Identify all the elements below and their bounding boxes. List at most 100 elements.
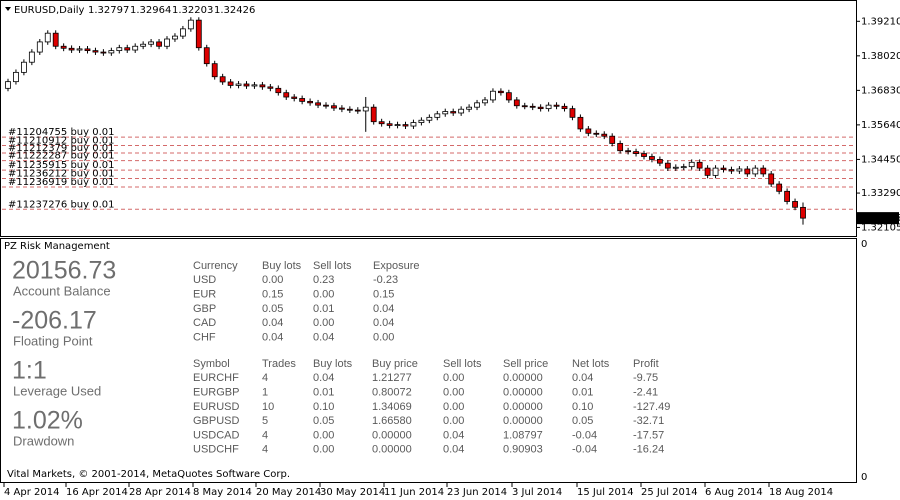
candle-body (108, 50, 115, 54)
candle-body (315, 102, 321, 106)
candle-body (696, 161, 703, 169)
candle-body (346, 108, 353, 111)
stat-label: Floating Point (13, 333, 93, 348)
stat-value: 20156.73 (12, 257, 116, 285)
table-cell: 0.04 (313, 372, 334, 384)
table-cell: 0.00 (313, 289, 334, 301)
candle-body (36, 41, 43, 53)
candle-body (609, 135, 616, 144)
table-cell: -0.23 (373, 274, 398, 286)
table-cell: 0.04 (373, 303, 394, 315)
table-cell: 0.04 (262, 317, 283, 329)
candle-body (267, 86, 274, 89)
table-cell: GBPUSD (193, 415, 240, 427)
table-header: Buy lots (262, 260, 302, 272)
y-tick-label: 1.38020 (861, 51, 900, 62)
x-tick-label: 25 Jul 2014 (641, 487, 698, 498)
candle-body (418, 119, 425, 123)
stat-value: 1:1 (12, 357, 47, 385)
candle-body (235, 83, 242, 86)
candle-body (490, 90, 496, 101)
table-cell: 0.00 (313, 444, 334, 456)
table-cell: EURUSD (193, 401, 240, 413)
candle-body (251, 84, 258, 87)
table-header: Sell lots (443, 358, 482, 370)
candle-body (283, 92, 290, 98)
table-cell: 0.15 (373, 289, 394, 301)
x-tick-label: 6 Aug 2014 (705, 487, 763, 498)
candle-body (156, 41, 162, 47)
candle-body (744, 168, 751, 175)
table-cell: 0.00000 (503, 401, 543, 413)
table-cell: 1.08797 (503, 429, 543, 441)
table-cell: 0.10 (313, 401, 334, 413)
table-cell: 0.00 (443, 372, 464, 384)
candle-body (505, 92, 512, 101)
table-cell: -127.49 (633, 401, 670, 413)
menu-arrow[interactable] (5, 7, 11, 11)
candle-body (172, 35, 178, 40)
table-cell: -32.71 (633, 415, 664, 427)
candle-body (275, 87, 282, 94)
y-tick-label: 1.39210 (861, 16, 900, 27)
stat-value: -206.17 (12, 307, 97, 335)
candle-body (680, 166, 687, 169)
candle-body (100, 51, 107, 54)
table-header: Exposure (373, 260, 419, 272)
table-cell: 0.04 (443, 429, 464, 441)
candle-body (291, 96, 298, 99)
table-cell: GBP (193, 303, 216, 315)
candle-body (132, 45, 139, 51)
stat-value: 1.02% (12, 407, 83, 435)
table-cell: 0.01 (313, 303, 334, 315)
order-label: #11212379 buy 0.01 (8, 143, 115, 154)
table-cell: 0.05 (572, 415, 593, 427)
candle-body (458, 108, 465, 114)
header-ohlc: 1.32964 (130, 5, 171, 16)
candle-body (474, 102, 480, 108)
order-label: #11236919 buy 0.01 (8, 177, 115, 188)
candle-body (736, 168, 743, 172)
x-tick-label: 28 Apr 2014 (129, 487, 191, 498)
table-cell: 0.00 (373, 331, 394, 343)
candle-body (728, 169, 735, 172)
candle-body (5, 81, 11, 89)
x-tick-label: 18 Aug 2014 (769, 487, 833, 498)
indicator-title: PZ Risk Management (4, 241, 110, 252)
table-cell: USDCHF (193, 444, 239, 456)
table-cell: 0.00000 (503, 415, 543, 427)
candle-body (466, 106, 473, 110)
candle-body (792, 201, 798, 208)
price-tag-bg (857, 212, 899, 225)
table-cell: 0.80072 (372, 387, 412, 399)
table-cell: 0.00 (313, 317, 334, 329)
table-cell: 0.00 (262, 274, 283, 286)
candle-body (259, 84, 266, 88)
candle-body (450, 111, 457, 114)
order-label: #11236212 buy 0.01 (8, 169, 115, 180)
candle-body (84, 48, 91, 52)
table-cell: 1.21277 (372, 372, 412, 384)
candle-body (28, 51, 35, 63)
candle-body (179, 28, 186, 37)
header-ohlc: 1.32426 (214, 5, 255, 16)
candle-body (426, 116, 433, 121)
indicator-pane (0, 238, 857, 483)
table-cell: 1.34069 (372, 401, 412, 413)
x-tick-label: 3 Jul 2014 (512, 487, 562, 498)
candle-body (720, 167, 727, 170)
table-cell: USDCAD (193, 429, 240, 441)
x-tick-label: 23 Jun 2014 (447, 487, 507, 498)
candle-body (593, 132, 600, 135)
y-tick-label: 1.36830 (861, 85, 900, 96)
table-header: Profit (633, 358, 659, 370)
candle-body (354, 109, 361, 112)
candle-body (195, 19, 202, 49)
table-header: Currency (193, 260, 238, 272)
candle-body (219, 76, 226, 83)
table-header: Buy lots (313, 358, 353, 370)
table-cell: 4 (262, 444, 268, 456)
table-header: Buy price (372, 358, 418, 370)
